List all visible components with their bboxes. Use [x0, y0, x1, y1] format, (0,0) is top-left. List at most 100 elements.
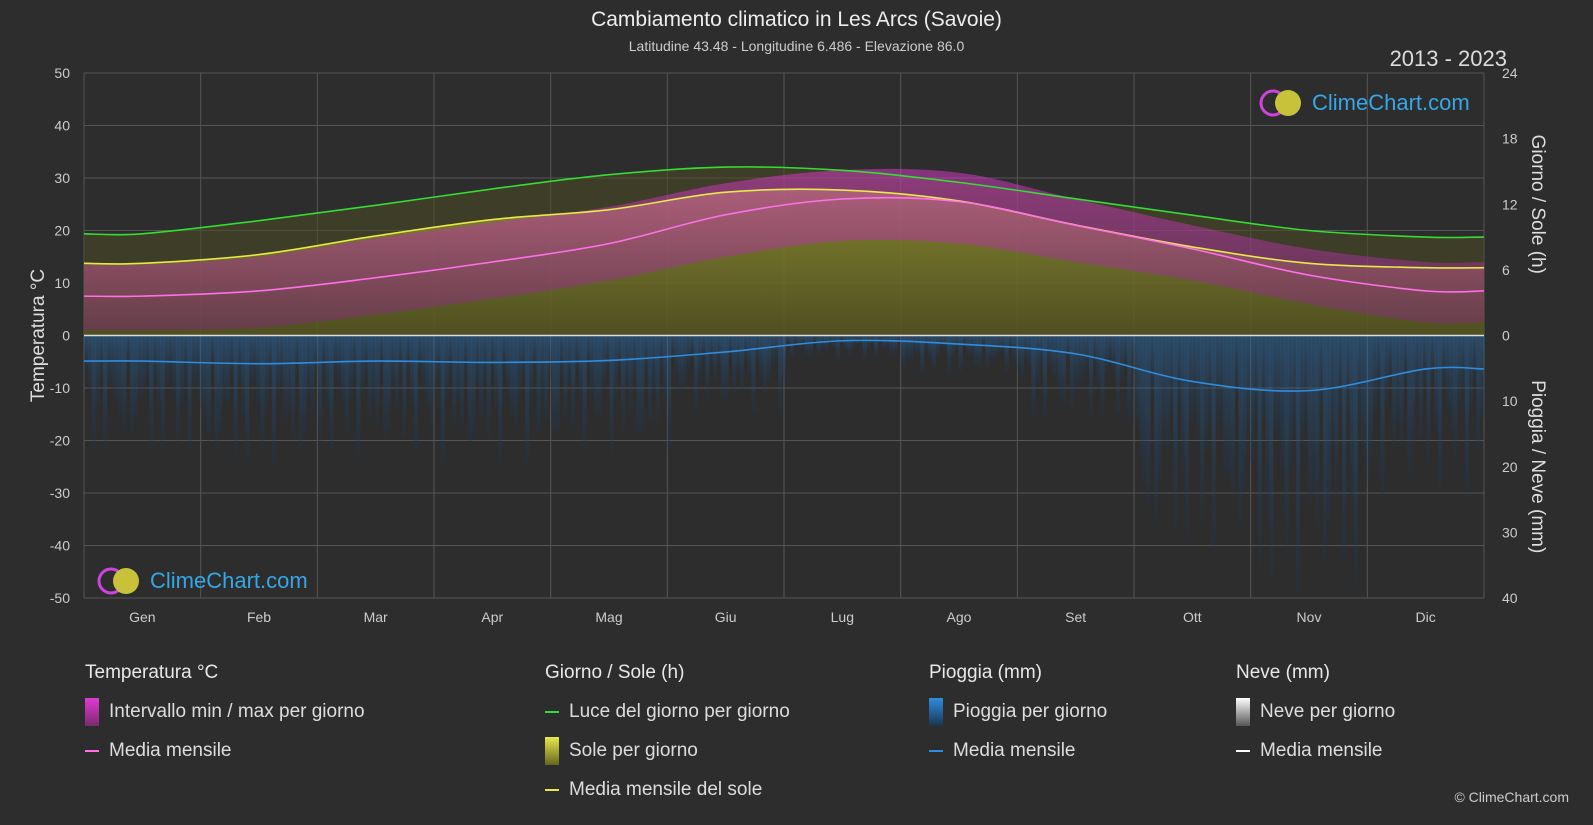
- rain-day-bar: [1437, 335, 1443, 489]
- rain-day-bar: [874, 335, 879, 358]
- year-range: 2013 - 2023: [1389, 46, 1507, 71]
- mm-tick-label: 30: [1502, 524, 1518, 540]
- rain-day-bar: [402, 335, 407, 438]
- rain-mean-line: [83, 339, 1485, 392]
- rain-day-bar: [1372, 335, 1377, 414]
- rain-day-bar: [663, 335, 668, 401]
- rain-day-bar: [1353, 335, 1358, 585]
- rain-day-bar: [1177, 335, 1182, 409]
- rain-day-bar: [548, 335, 553, 380]
- rain-day-bar: [494, 335, 499, 410]
- rain-day-bar: [1227, 335, 1232, 476]
- y-tick-label: 40: [54, 118, 70, 134]
- rain-day-bar: [1188, 335, 1193, 424]
- rain-day-bar: [130, 335, 135, 436]
- rain-day-bar: [482, 335, 488, 383]
- rain-day-bar: [202, 335, 208, 420]
- rain-day-bar: [160, 335, 165, 448]
- hours-tick-label: 0: [1502, 328, 1510, 344]
- x-tick-label: Nov: [1297, 609, 1322, 625]
- rain-day-bar: [1319, 335, 1324, 413]
- rain-day-bar: [1127, 335, 1132, 420]
- rain-day-bar: [467, 335, 472, 444]
- rain-day-bar: [1150, 335, 1155, 397]
- rain-day-bar: [1211, 335, 1216, 550]
- x-tick-label: Dic: [1416, 609, 1436, 625]
- rain-day-bar: [191, 335, 196, 387]
- rain-day-bar: [1157, 335, 1163, 483]
- line-swatch: [1236, 750, 1250, 752]
- legend-sun: Giorno / Sole (h) Luce del giorno per gi…: [545, 662, 790, 815]
- rain-day-bar: [574, 335, 580, 370]
- rain-day-bar: [824, 335, 829, 352]
- rain-day-bar: [1288, 335, 1293, 470]
- mm-axis-title: Pioggia / Neve (mm): [1527, 380, 1548, 553]
- rain-day-bar: [1246, 335, 1251, 436]
- rain-day-bar: [947, 335, 952, 374]
- rain-day-bar: [1073, 335, 1078, 392]
- rain-day-bar: [1119, 335, 1124, 383]
- rain-day-bar: [356, 335, 361, 457]
- rain-day-bar: [364, 335, 369, 378]
- rain-day-bar: [1407, 335, 1412, 474]
- rain-day-bar: [275, 335, 280, 396]
- rain-day-bar: [1284, 335, 1289, 554]
- rain-day-bar: [521, 335, 526, 378]
- rain-day-bar: [294, 335, 300, 375]
- rain-day-bar: [452, 335, 457, 427]
- x-tick-label: Mag: [595, 609, 622, 625]
- rain-day-bar: [931, 335, 936, 370]
- rain-day-bar: [1460, 335, 1466, 394]
- rain-day-bar: [1449, 335, 1454, 431]
- rain-day-bar: [1269, 335, 1274, 580]
- rain-day-bar: [1092, 335, 1097, 366]
- rain-day-bar: [459, 335, 465, 427]
- y-tick-label: 20: [54, 223, 70, 239]
- y-tick-label: 0: [62, 328, 70, 344]
- rain-day-bar: [1081, 335, 1086, 379]
- rain-day-bar: [118, 335, 123, 416]
- rain-day-bar: [99, 335, 104, 380]
- rain-day-bar: [693, 335, 698, 413]
- x-tick-label: Apr: [481, 609, 503, 625]
- rain-day-bar: [1196, 335, 1201, 439]
- rain-day-bar: [609, 335, 614, 454]
- rain-day-bar: [582, 335, 587, 453]
- rain-day-bar: [778, 335, 783, 412]
- rain-day-bar: [429, 335, 434, 428]
- rain-day-bar: [425, 335, 430, 409]
- rain-day-bar: [502, 335, 507, 372]
- x-tick-label: Lug: [831, 609, 854, 625]
- rain-day-bar: [605, 335, 610, 373]
- rain-day-bar: [563, 335, 568, 417]
- rain-day-bar: [1399, 335, 1404, 447]
- rain-day-bar: [1357, 335, 1362, 425]
- rain-day-bar: [728, 335, 733, 360]
- rain-day-bar: [1088, 335, 1094, 417]
- rain-day-bar: [1180, 335, 1186, 472]
- rain-day-bar: [298, 335, 303, 449]
- rain-day-bar: [210, 335, 215, 374]
- rain-day-bar: [444, 335, 449, 400]
- rain-day-bar: [245, 335, 250, 462]
- legend-item: Media mensile: [929, 737, 1107, 765]
- temperature-range-band: [84, 168, 1484, 331]
- rain-day-bar: [310, 335, 315, 413]
- rain-day-bar: [325, 335, 330, 408]
- x-tick-label: Giu: [715, 609, 737, 625]
- rain-day-bar: [1207, 335, 1212, 421]
- rain-day-bar: [126, 335, 131, 370]
- sunshine-swatch: [545, 737, 559, 765]
- rain-day-bar: [1054, 335, 1059, 383]
- legend-item: Media mensile: [85, 737, 365, 765]
- rain-day-bar: [597, 335, 603, 417]
- rain-day-bar: [1395, 335, 1400, 426]
- rain-day-bar: [1365, 335, 1370, 481]
- rain-day-bar: [233, 335, 238, 457]
- rain-day-bar: [176, 335, 181, 441]
- x-tick-label: Feb: [247, 609, 271, 625]
- legend-heading: Neve (mm): [1236, 662, 1330, 683]
- rain-day-bar: [1303, 335, 1308, 425]
- rain-day-bar: [996, 335, 1002, 354]
- mm-tick-label: 10: [1502, 393, 1518, 409]
